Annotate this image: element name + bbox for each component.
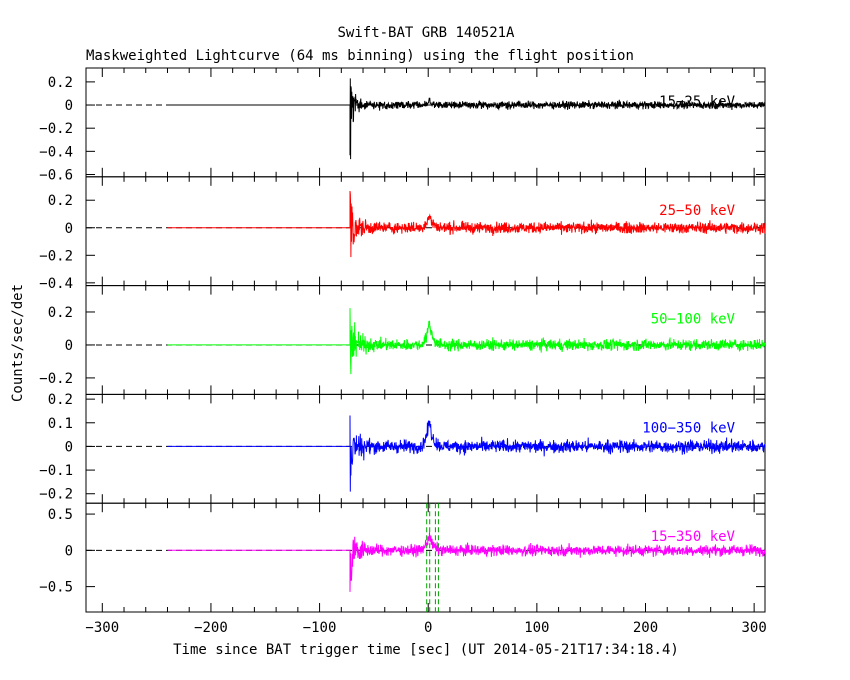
y-tick-label: −0.5 [39, 580, 73, 596]
y-tick-label: −0.6 [39, 167, 73, 183]
panels-group: 0.2 0 −0.2 −0.4 −0.6 15−25 keV 0.2 0 −0.2 −0.4 25−… [39, 67, 767, 636]
y-tick-label: −0.2 [39, 248, 73, 264]
y-tick-label: −0.4 [39, 144, 73, 160]
x-tick-label: 300 [741, 620, 766, 636]
y-tick-label: −0.2 [39, 121, 73, 137]
y-tick-label: 0 [65, 98, 73, 114]
panel-frame [85, 176, 766, 287]
lightcurve-series [167, 532, 766, 592]
y-tick-label: 0.5 [48, 507, 73, 523]
band-label: 100−350 keV [642, 420, 735, 436]
y-axis-label: Counts/sec/det [10, 284, 26, 402]
y-tick-label: 0.2 [48, 75, 73, 91]
x-tick-label: 200 [633, 620, 658, 636]
y-tick-label: 0 [65, 543, 73, 559]
x-tick-label: 0 [424, 620, 432, 636]
y-tick-label: 0.2 [48, 305, 73, 321]
chart-subtitle: Maskweighted Lightcurve (64 ms binning) … [86, 48, 634, 64]
x-tick-label: −300 [85, 620, 119, 636]
panel-frame [85, 502, 766, 613]
y-tick-label: −0.1 [39, 463, 73, 479]
panel-4: 0.2 0.1 0 −0.1 −0.2 100−350 keV [39, 392, 766, 504]
y-tick-label: −0.4 [39, 276, 73, 292]
y-tick-label: 0 [65, 221, 73, 237]
band-label: 15−25 keV [659, 94, 735, 110]
panel-5: 0.5 0 −0.5 15−350 keV [39, 502, 766, 613]
lightcurve-series [167, 308, 766, 375]
band-label: 50−100 keV [651, 312, 736, 328]
band-label: 25−50 keV [659, 203, 735, 219]
y-tick-label: 0.1 [48, 416, 73, 432]
y-tick-label: 0 [65, 338, 73, 354]
panel-2: 0.2 0 −0.2 −0.4 25−50 keV [39, 176, 766, 292]
y-tick-label: −0.2 [39, 371, 73, 387]
y-tick-label: −0.2 [39, 487, 73, 503]
x-axis-label: Time since BAT trigger time [sec] (UT 20… [173, 642, 679, 658]
panel-frame [85, 67, 766, 178]
x-tick-label: −200 [194, 620, 228, 636]
lightcurve-series [167, 190, 766, 258]
x-tick-label: −100 [303, 620, 337, 636]
panel-1: 0.2 0 −0.2 −0.4 −0.6 15−25 keV [39, 67, 766, 183]
y-tick-label: 0.2 [48, 193, 73, 209]
y-tick-label: 0 [65, 439, 73, 455]
panel-3: 0.2 0 −0.2 50−100 keV [39, 285, 766, 395]
y-tick-label: 0.2 [48, 392, 73, 408]
band-label: 15−350 keV [651, 529, 736, 545]
chart-title: Swift-BAT GRB 140521A [337, 25, 515, 41]
x-tick-label: 100 [524, 620, 549, 636]
lightcurve-series [167, 415, 766, 492]
lightcurve-series [167, 78, 766, 160]
